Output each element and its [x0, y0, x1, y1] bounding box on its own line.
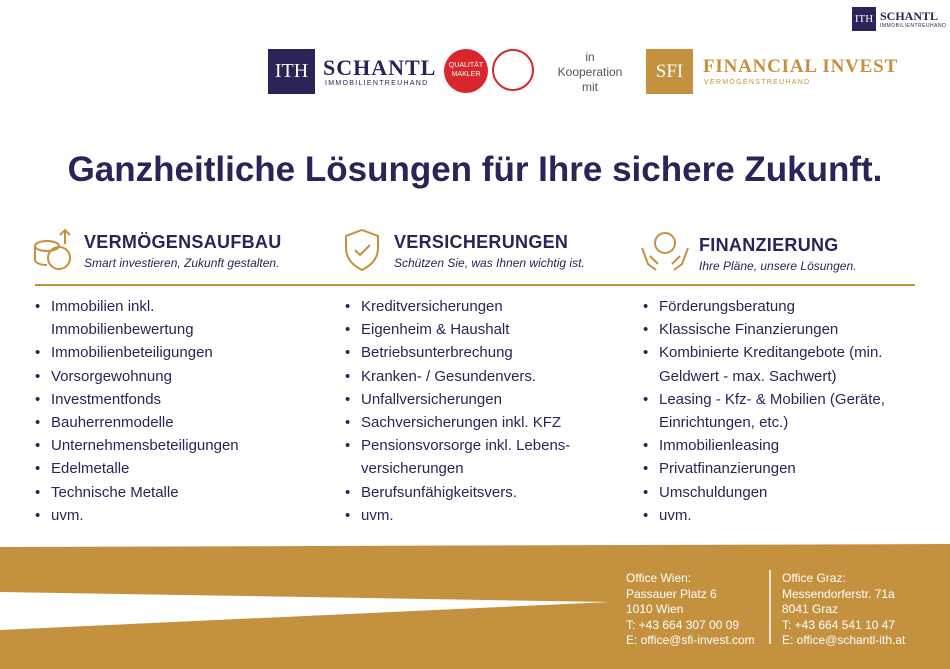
column-subtitle: Smart investieren, Zukunft gestalten.: [84, 256, 280, 270]
logo-mark: ITH: [852, 7, 876, 31]
office-line: 1010 Wien: [626, 602, 684, 616]
list-item: uvm.: [643, 504, 893, 527]
list-item: Technische Metalle: [35, 481, 270, 504]
list-item: Umschuldungen: [643, 481, 893, 504]
office-line: Office Graz:: [782, 571, 846, 585]
list-item: Kranken- / Gesundenvers.: [345, 365, 590, 388]
column-heading: FINANZIERUNG: [699, 235, 839, 255]
icon-shield: [345, 228, 379, 272]
item-list: Immobilien inkl. ImmobilienbewertungImmo…: [35, 295, 270, 527]
logo-name: SCHANTL: [323, 55, 437, 80]
office-line: Office Wien:: [626, 571, 692, 585]
logo-name: SCHANTL: [880, 9, 939, 23]
list-item: Vorsorgewohnung: [35, 365, 270, 388]
list-item: Betriebsunterbrechung: [345, 341, 590, 364]
title: Ganzheitliche Lösungen für Ihre sichere …: [67, 150, 883, 189]
column-subtitle: Schützen Sie, was Ihnen wichtig ist.: [394, 256, 585, 270]
list-item: Klassische Finanzierungen: [643, 318, 893, 341]
list-item: Immobilienbeteiligungen: [35, 341, 270, 364]
office-line: T: +43 664 541 10 47: [782, 617, 896, 632]
office: Office Graz: Messendorferstr. 71a 8041 Gra…: [782, 571, 905, 649]
office-line: E: office@sfi-invest.com: [626, 633, 755, 647]
badge-text: QUALITÄT: [448, 62, 484, 69]
badge-text: MAKLER: [451, 71, 481, 78]
cooperation-text: Kooperation: [557, 65, 623, 79]
list-item: Immobilien inkl. Immobilienbewertung: [35, 295, 270, 341]
list-item: Leasing - Kfz- & Mobilien (Geräte, Einri…: [643, 388, 893, 434]
logo-mark: SFI: [646, 49, 693, 94]
icon-hands: [641, 232, 689, 271]
cooperation-text: mit: [582, 80, 598, 94]
item-list: FörderungsberatungKlassische Finanzierun…: [643, 295, 893, 527]
list-item: Bauherrenmodelle: [35, 411, 270, 434]
column-header: VERSICHERUNGEN Schützen Sie, was Ihnen wi…: [394, 232, 585, 270]
list-item: uvm.: [345, 504, 590, 527]
list-item: Eigenheim & Haushalt: [345, 318, 590, 341]
icon-coins: [34, 228, 71, 270]
list-item: Unfallversicherungen: [345, 388, 590, 411]
list-item: Immobilienleasing: [643, 434, 893, 457]
office-line: E: office@schantl-ith.at: [782, 633, 906, 647]
badge: QUALITÄT MAKLER: [444, 49, 488, 93]
column-header: VERMÖGENSAUFBAU Smart investieren, Zukunf…: [84, 232, 282, 270]
column-heading: VERMÖGENSAUFBAU: [84, 232, 282, 252]
logo-name: FINANCIAL INVEST: [703, 56, 898, 77]
cooperation: in Kooperation mit: [550, 50, 630, 95]
logo-sub: IMMOBILIENTREUHAND: [880, 23, 947, 29]
list-item: Investmentfonds: [35, 388, 270, 411]
office-line: T: +43 664 307 00 09: [626, 617, 740, 632]
column-subtitle: Ihre Pläne, unsere Lösungen.: [699, 259, 857, 273]
item-list: KreditversicherungenEigenheim & Haushalt…: [345, 295, 590, 527]
office-line: Passauer Platz 6: [626, 586, 717, 601]
footer-shape: [0, 544, 950, 669]
column-heading: VERSICHERUNGEN: [394, 232, 569, 252]
logo-sub: VERMÖGENSTREUHAND: [704, 79, 811, 86]
logo-sub: IMMOBILIENTREUHAND: [325, 80, 429, 87]
logo-mark: ITH: [268, 49, 315, 94]
column-header: FINANZIERUNG Ihre Pläne, unsere Lösungen.: [699, 235, 856, 273]
list-item: Berufsunfähigkeitsvers.: [345, 481, 590, 504]
seal: [492, 49, 534, 91]
list-item: Sachversicherungen inkl. KFZ: [345, 411, 590, 434]
divider: [35, 284, 915, 286]
cooperation-text: in: [585, 50, 595, 64]
list-item: Kombinierte Kreditangebote (min. Geldwer…: [643, 341, 893, 387]
list-item: uvm.: [35, 504, 270, 527]
list-item: Förderungsberatung: [643, 295, 893, 318]
list-item: Kreditversicherungen: [345, 295, 590, 318]
office-line: 8041 Graz: [782, 602, 839, 616]
office: Office Wien: Passauer Platz 6 1010 Wien T: …: [626, 571, 755, 649]
list-item: Privatfinanzierungen: [643, 457, 893, 480]
list-item: Edelmetalle: [35, 457, 270, 480]
list-item: Pensionsvorsorge inkl. Lebens-versicheru…: [345, 434, 590, 480]
list-item: Unternehmensbeteiligungen: [35, 434, 270, 457]
office-line: Messendorferstr. 71a: [782, 586, 895, 601]
